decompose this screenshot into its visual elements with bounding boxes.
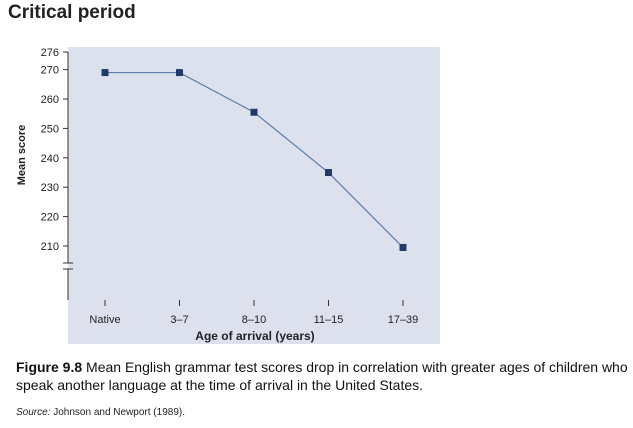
y-axis-label: Mean score xyxy=(16,125,28,186)
x-tick-label: 3–7 xyxy=(170,314,188,326)
x-tick-label: 8–10 xyxy=(242,314,266,326)
source-note: Source: Johnson and Newport (1989). xyxy=(16,407,185,418)
source-text: Johnson and Newport (1989). xyxy=(50,407,185,418)
caption-text: Mean English grammar test scores drop in… xyxy=(16,359,628,393)
line-chart: 210 220 230 240 250 260 270 276 Native 3–7 8–10 11… xyxy=(16,47,440,344)
y-tick-label: 250 xyxy=(41,123,59,135)
figure-label: Figure 9.8 xyxy=(16,359,83,375)
figure-caption: Figure 9.8 Mean English grammar test sco… xyxy=(16,358,628,394)
y-tick-label: 220 xyxy=(41,212,59,224)
data-point xyxy=(101,69,109,77)
x-tick-label: 11–15 xyxy=(314,314,344,326)
y-tick-label: 230 xyxy=(41,182,59,194)
x-axis: Native 3–7 8–10 11–15 17–39 xyxy=(89,300,418,326)
data-point xyxy=(176,69,183,77)
data-point xyxy=(399,243,407,251)
x-axis-label: Age of arrival (years) xyxy=(195,329,314,343)
data-point xyxy=(325,169,332,177)
x-tick-label: Native xyxy=(89,314,120,326)
y-tick-label: 210 xyxy=(41,241,59,253)
y-tick-label: 240 xyxy=(41,153,59,165)
source-label: Source: xyxy=(16,407,51,418)
data-point xyxy=(250,108,258,116)
y-tick-label: 276 xyxy=(41,47,59,59)
x-tick-label: 17–39 xyxy=(388,314,419,326)
y-tick-label: 260 xyxy=(41,94,59,106)
y-axis: 210 220 230 240 250 260 270 276 xyxy=(41,47,73,300)
series-group xyxy=(101,69,407,251)
y-tick-label: 270 xyxy=(41,65,59,77)
plot-area xyxy=(68,47,440,344)
page-title: Critical period xyxy=(8,2,136,23)
